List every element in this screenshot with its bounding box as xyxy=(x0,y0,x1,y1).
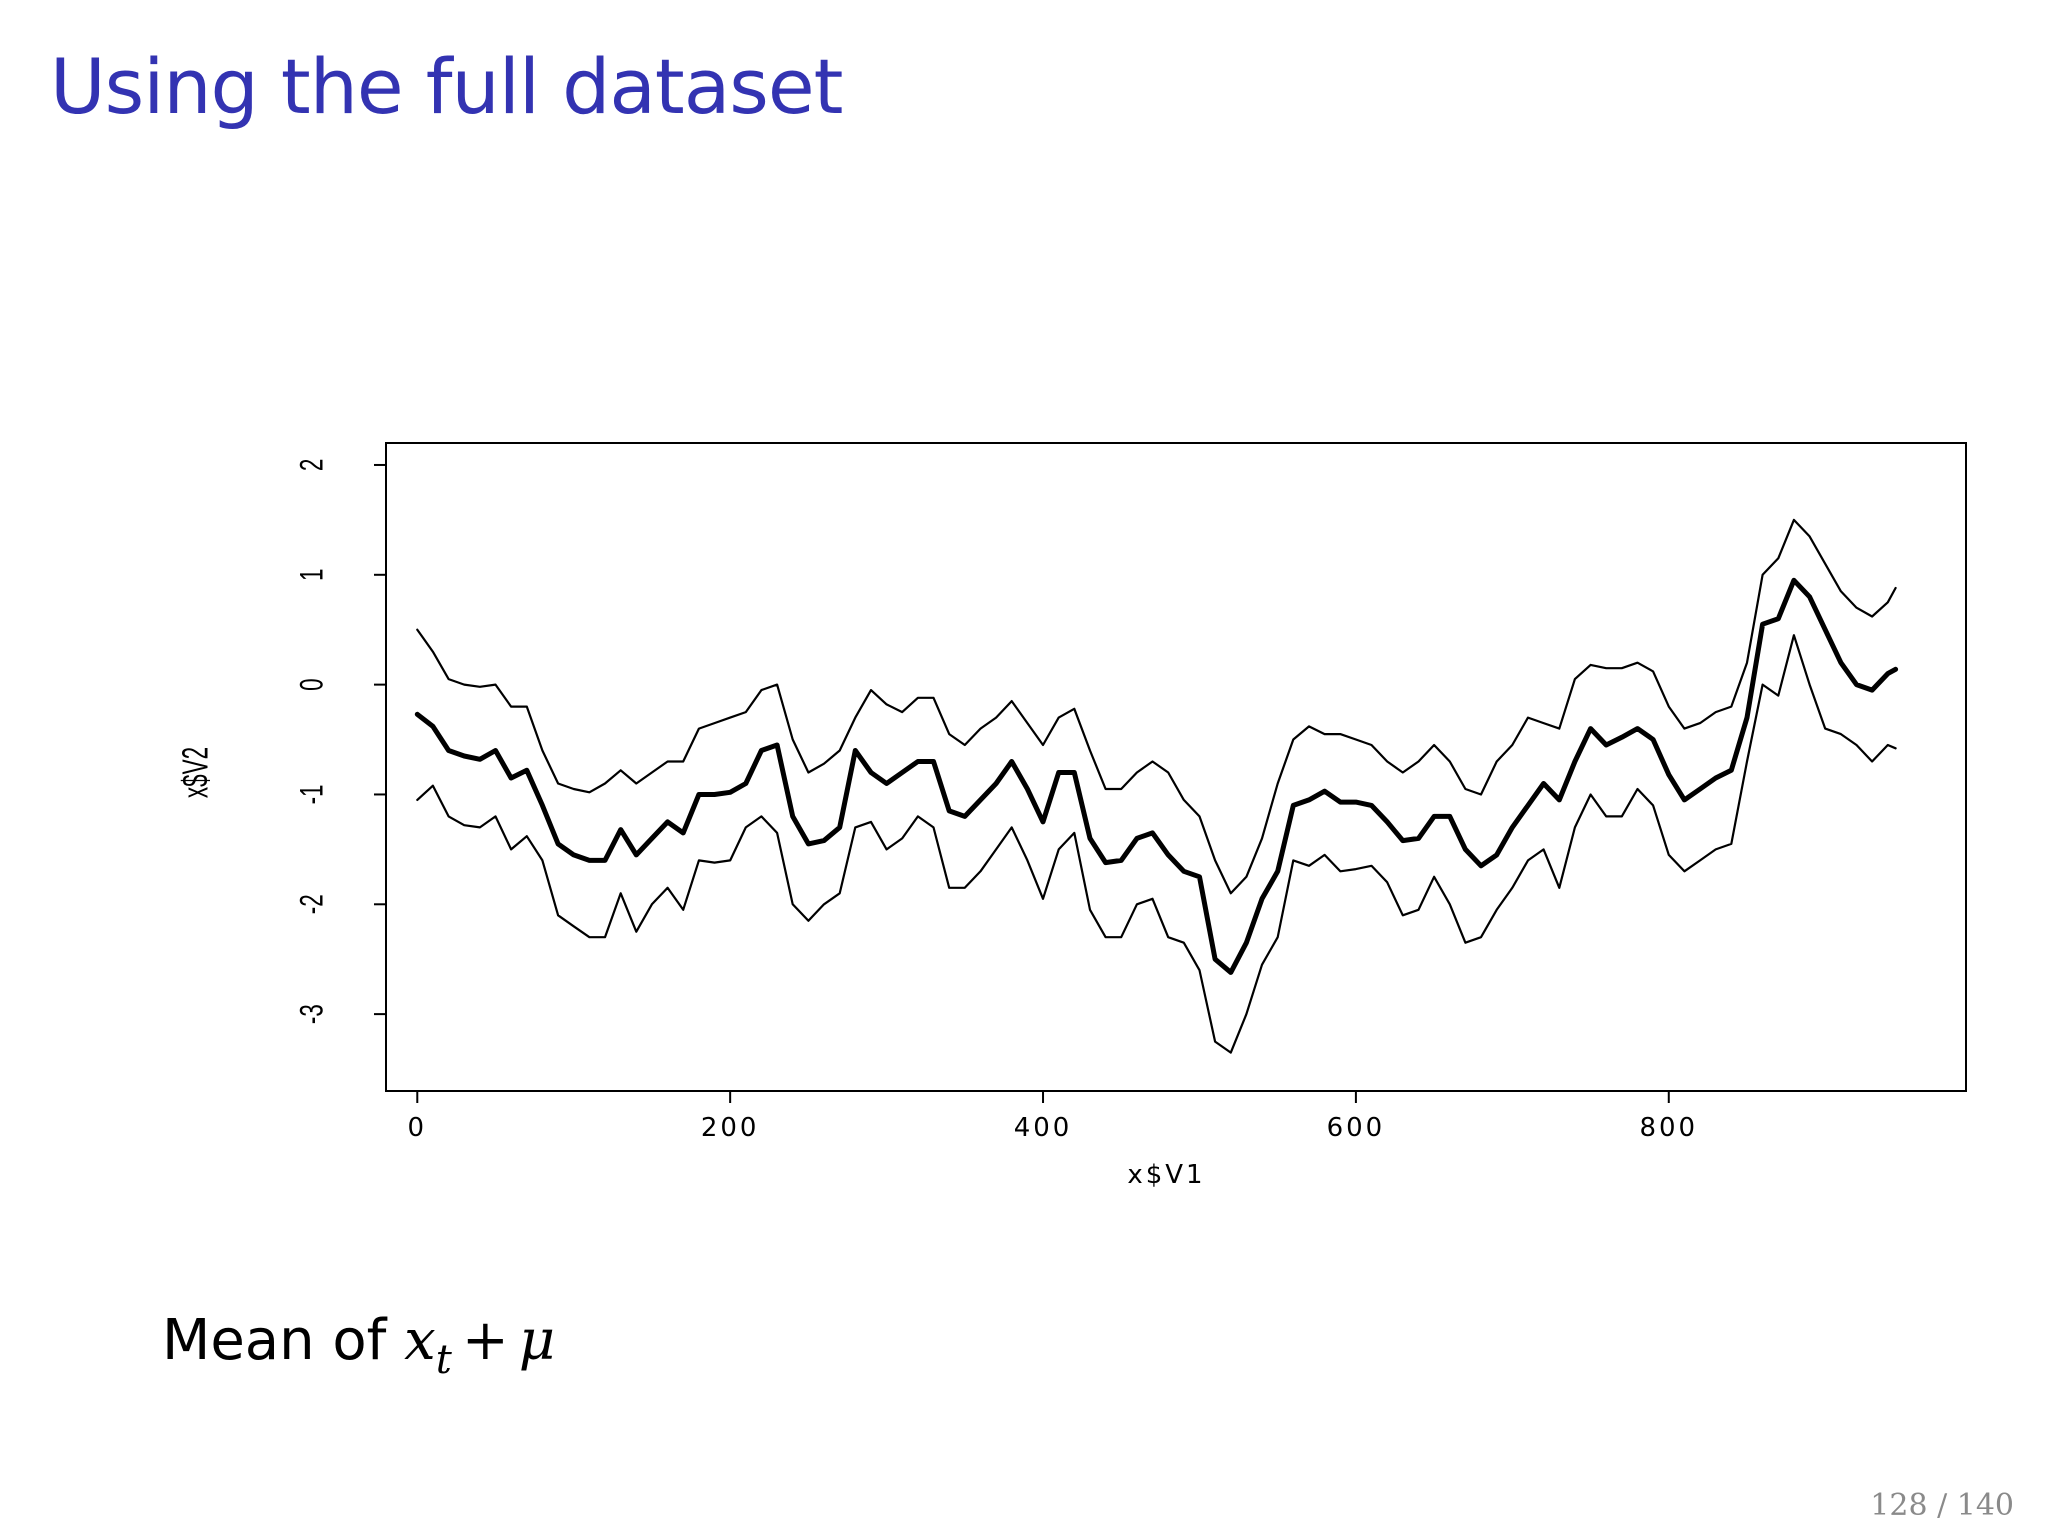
x-tick-label: 600 xyxy=(1327,1113,1386,1143)
y-tick-label: -3 xyxy=(293,1004,329,1024)
y-tick-label: 0 xyxy=(293,678,329,690)
series-line-lower xyxy=(416,634,1897,1054)
caption-formula: xt + μ xyxy=(404,1308,556,1383)
x-tick-label: 400 xyxy=(1014,1113,1073,1143)
caption-text: Mean of xyxy=(162,1308,387,1373)
x-tick-label: 800 xyxy=(1639,1113,1698,1143)
y-axis-label: x$V2 xyxy=(176,747,216,798)
y-tick-label: 2 xyxy=(293,459,329,471)
x-tick-label: 200 xyxy=(701,1113,760,1143)
slide-caption: Mean of xt + μ xyxy=(162,1308,555,1383)
formula-subscript: t xyxy=(435,1337,452,1383)
series-line-mean xyxy=(414,577,1899,975)
plot-area: 0 200 400 600 800 -3 -2 -1 0 1 2 x$V1 x$V2 xyxy=(176,442,1967,1190)
page-number: 128 / 140 xyxy=(1870,1488,2014,1523)
x-axis-label: x$V1 xyxy=(1127,1160,1205,1190)
formula-operator: + xyxy=(461,1308,509,1373)
series-line-upper xyxy=(416,518,1897,895)
slide-title: Using the full dataset xyxy=(50,42,843,131)
y-tick-label: 1 xyxy=(293,569,329,581)
plot-frame xyxy=(385,442,1967,1092)
y-tick-label: -2 xyxy=(293,894,329,914)
x-tick-label: 0 xyxy=(408,1113,428,1143)
y-tick-label: -1 xyxy=(293,785,329,805)
formula-mu: μ xyxy=(518,1308,556,1373)
formula-variable: x xyxy=(404,1308,436,1373)
